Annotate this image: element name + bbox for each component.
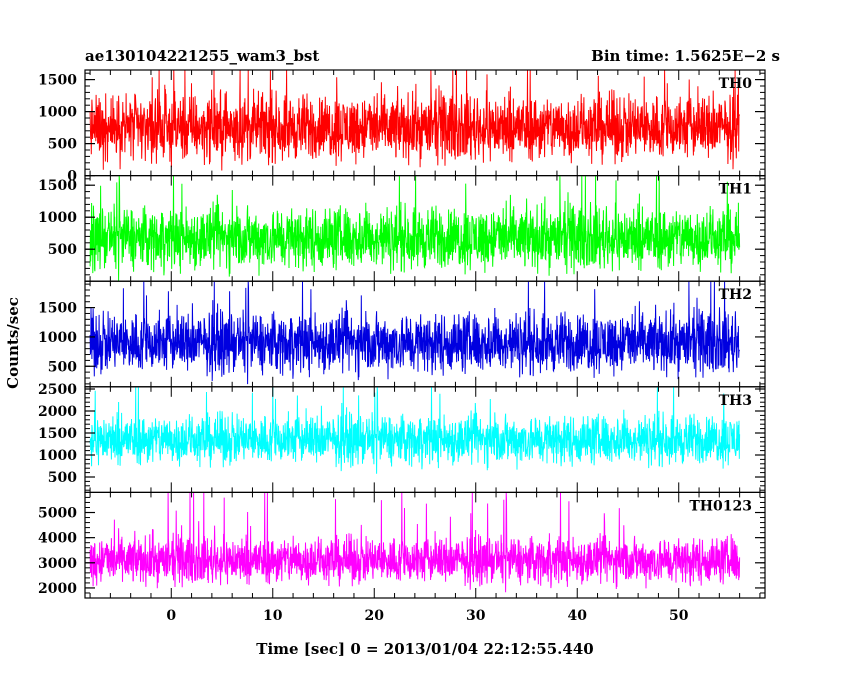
panel-stack: 0 500 1000 1500 TH0 500 1000 1500 TH1 500 1000 1500… (38, 69, 766, 599)
bin-time-label: Bin time: 1.5625E−2 s (591, 47, 780, 65)
plot-title: ae130104221255_wam3_bst (85, 47, 319, 65)
y-tick-label: 1500 (38, 178, 77, 194)
panel-label-th1: TH1 (719, 182, 752, 198)
y-tick-label: 2500 (38, 382, 77, 398)
y-tick-label: 4000 (38, 531, 77, 547)
x-tick-label: 50 (669, 608, 689, 624)
y-tick-label: 2000 (38, 404, 77, 420)
panel-frame (84, 491, 766, 599)
panel-label-th3: TH3 (719, 393, 752, 409)
panel-label-th2: TH2 (719, 287, 752, 303)
panel-th0: 0 500 1000 1500 TH0 (38, 69, 766, 185)
x-tick-label: 0 (166, 608, 176, 624)
series-th2-trace (89, 281, 740, 385)
panel-th3: 500 1000 1500 2000 2500 TH3 (38, 382, 766, 493)
x-tick-label: 30 (466, 608, 486, 624)
panel-th1: 500 1000 1500 TH1 (38, 175, 766, 282)
panel-label-th0123: TH0123 (689, 498, 752, 514)
y-tick-label: 500 (48, 242, 77, 258)
y-tick-label: 3000 (38, 556, 77, 572)
x-axis-title: Time [sec] 0 = 2013/01/04 22:12:55.440 (256, 640, 593, 658)
x-tick-label: 10 (263, 608, 283, 624)
y-tick-label: 0 (67, 169, 77, 185)
y-tick-label: 2000 (38, 581, 77, 597)
series-th1-trace (89, 175, 741, 281)
y-tick-label: 500 (48, 470, 77, 486)
x-axis: 0 10 20 30 40 50 (166, 608, 688, 624)
y-tick-label: 500 (48, 137, 77, 153)
y-tick-label: 1500 (38, 301, 77, 317)
x-tick-label: 20 (365, 608, 385, 624)
y-tick-label: 1000 (38, 330, 77, 346)
y-tick-label: 1500 (38, 426, 77, 442)
series-th3-trace (89, 386, 741, 474)
y-tick-label: 500 (48, 359, 77, 375)
y-axis-title: Counts/sec (4, 297, 22, 389)
y-tick-label: 1000 (38, 448, 77, 464)
x-tick-label: 40 (567, 608, 587, 624)
series-th0-trace (89, 70, 741, 171)
y-tick-label: 1000 (38, 105, 77, 121)
series-th0123-trace (89, 492, 741, 593)
panel-th2: 500 1000 1500 TH2 (38, 280, 766, 388)
y-tick-label: 1500 (38, 73, 77, 89)
y-tick-label: 1000 (38, 210, 77, 226)
y-tick-label: 5000 (38, 506, 77, 522)
panel-th0123: 2000 3000 4000 5000 TH0123 (38, 491, 766, 599)
panel-label-th0: TH0 (719, 76, 753, 92)
